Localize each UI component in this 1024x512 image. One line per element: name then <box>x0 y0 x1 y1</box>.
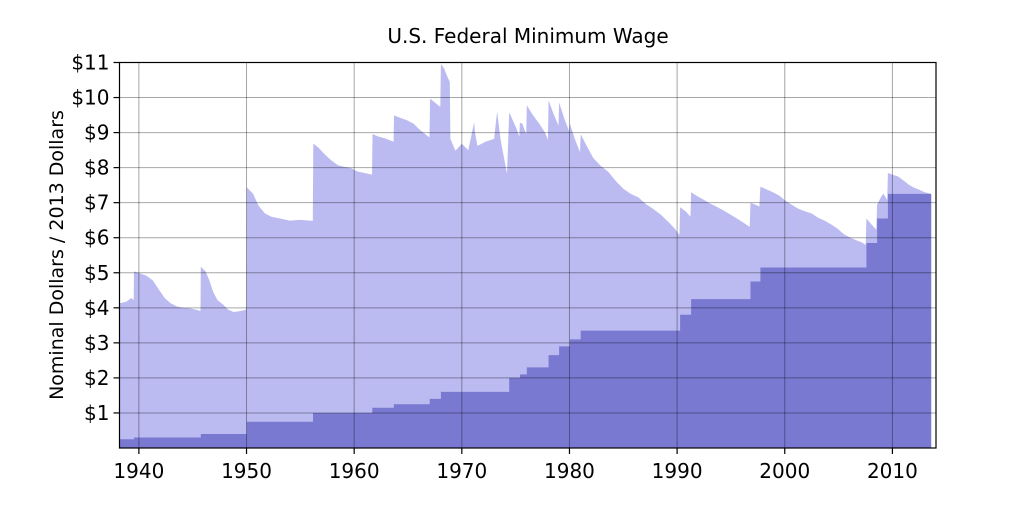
x-tick-label: 1960 <box>329 459 380 483</box>
y-tick-label: $9 <box>84 121 109 145</box>
y-tick-label: $6 <box>84 226 109 250</box>
y-tick-label: $7 <box>84 191 109 215</box>
x-tick-label: 2010 <box>867 459 918 483</box>
y-tick-label: $11 <box>71 51 109 75</box>
y-tick-label: $2 <box>84 366 109 390</box>
x-tick-label: 1980 <box>544 459 595 483</box>
x-tick-label: 1970 <box>436 459 487 483</box>
axes-frame <box>118 61 937 449</box>
x-tick-label: 1990 <box>652 459 703 483</box>
y-tick-label: $4 <box>84 296 109 320</box>
y-tick-label: $5 <box>84 261 109 285</box>
y-tick-label: $10 <box>71 86 109 110</box>
nominal-dollars-area <box>119 193 932 448</box>
x-tick-label: 1950 <box>221 459 272 483</box>
y-tick-label: $3 <box>84 331 109 355</box>
y-tick-label: $1 <box>84 401 109 425</box>
x-tick-label: 1940 <box>113 459 164 483</box>
y-tick-label: $8 <box>84 156 109 180</box>
x-tick-label: 2000 <box>759 459 810 483</box>
chart-title: U.S. Federal Minimum Wage <box>387 24 669 48</box>
